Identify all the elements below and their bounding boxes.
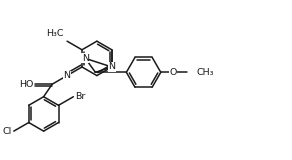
- Text: N: N: [108, 63, 115, 72]
- Text: N: N: [82, 54, 89, 63]
- Text: CH₃: CH₃: [196, 68, 214, 77]
- Text: HO: HO: [19, 80, 33, 89]
- Text: N: N: [64, 71, 71, 80]
- Text: Br: Br: [75, 92, 86, 101]
- Text: Cl: Cl: [3, 127, 12, 136]
- Text: H₃C: H₃C: [46, 29, 63, 38]
- Text: O: O: [169, 68, 176, 77]
